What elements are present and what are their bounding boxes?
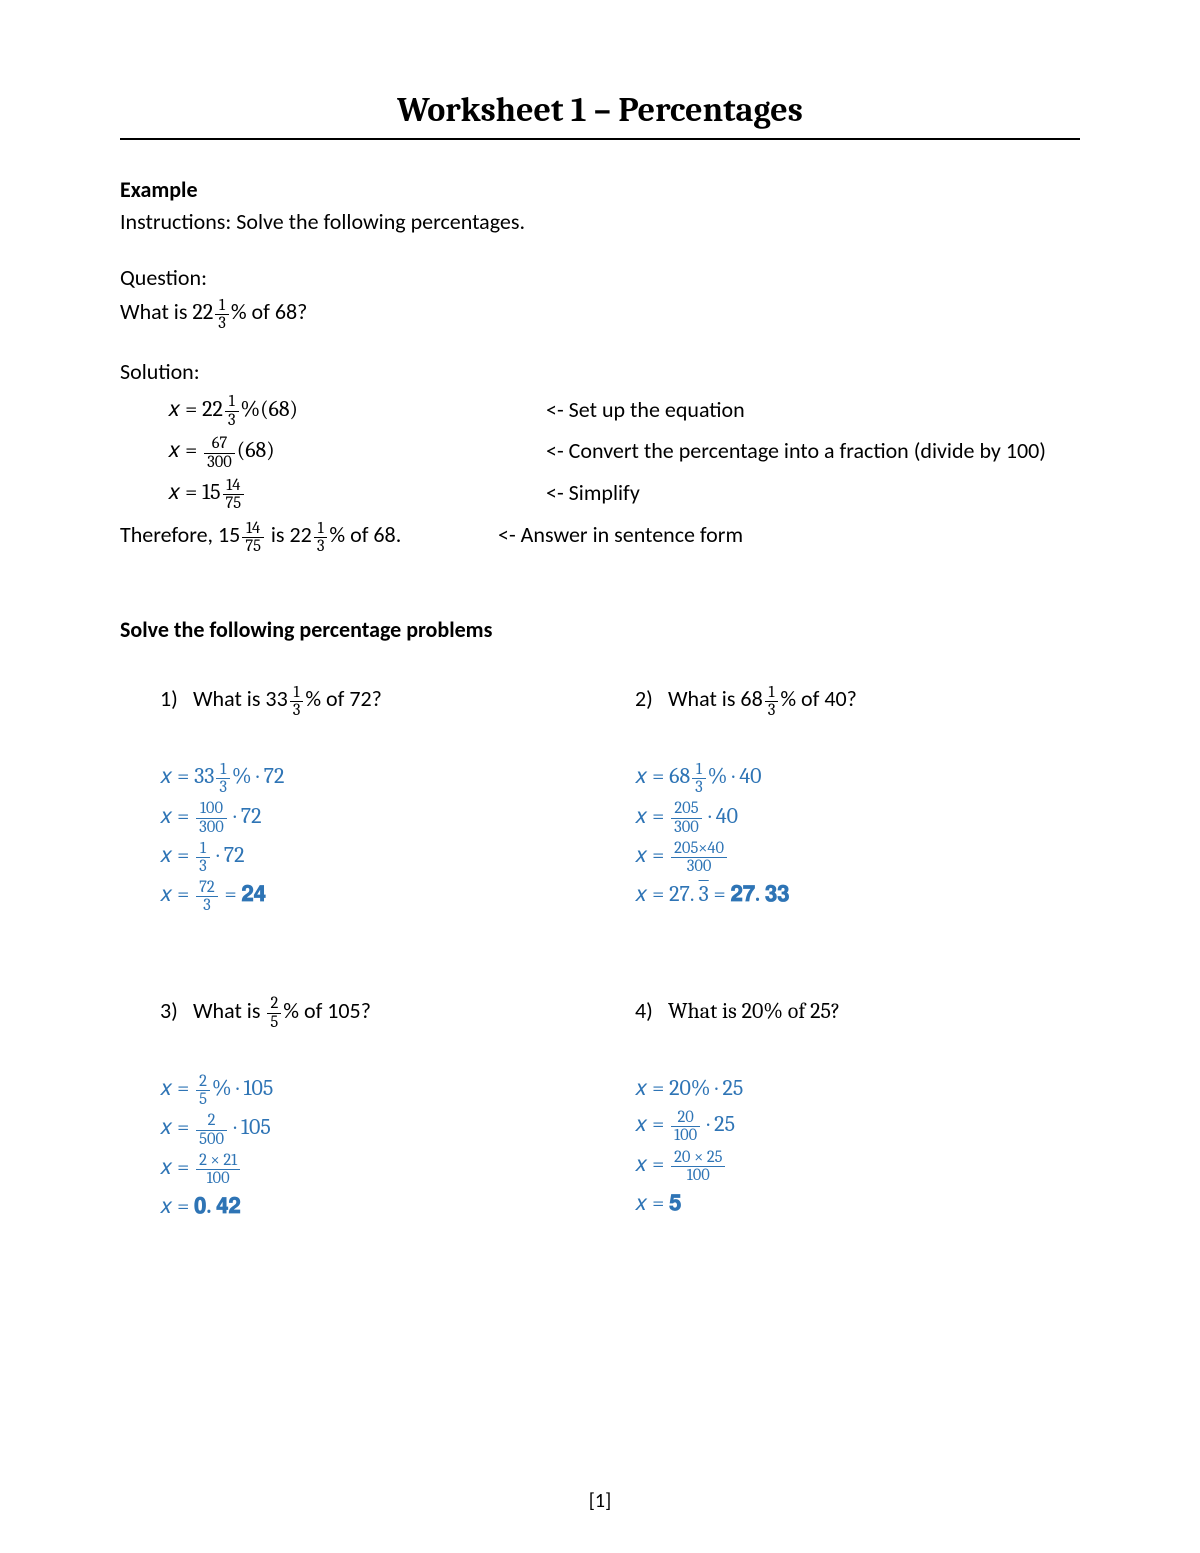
problem-4: 4) What is 20% of 25? 𝑥 = 20% · 25 𝑥 = 2… [635, 991, 1080, 1226]
solution-steps: 𝑥 = 2213%(68) <- Set up the equation 𝑥 =… [120, 389, 1080, 556]
step-1-eq: 𝑥 = 2213%(68) [120, 389, 518, 431]
therefore-note: <- Answer in sentence form [498, 514, 743, 556]
page-title: Worksheet 1 – Percentages [120, 90, 1080, 140]
step-2-note: <- Convert the percentage into a fractio… [546, 430, 1046, 472]
instructions: Instructions: Solve the following percen… [120, 205, 1080, 239]
problem-1-question: 1) What is 3313% of 72? [160, 679, 605, 719]
question-suffix: % of 68? [231, 298, 307, 325]
therefore-row: Therefore, 151475 is 2213% of 68. <- Ans… [120, 514, 1080, 556]
worksheet-page: Worksheet 1 – Percentages Example Instru… [0, 0, 1200, 1553]
problem-4-question: 4) What is 20% of 25? [635, 991, 1080, 1032]
problem-1-answer: 𝟐𝟒 [242, 881, 266, 907]
problem-4-work: 𝑥 = 20% · 25 𝑥 = 20100 · 25 𝑥 = 20 × 251… [635, 1071, 1080, 1220]
problem-2-question: 2) What is 6813% of 40? [635, 679, 1080, 719]
problems-heading: Solve the following percentage problems [120, 616, 1080, 643]
question-mixed-whole: 22 [192, 299, 213, 325]
therefore-text: Therefore, 151475 is 2213% of 68. [120, 514, 470, 556]
step-3: 𝑥 = 151475 <- Simplify [120, 472, 1080, 514]
example-question: What is 2213% of 68? [120, 295, 1080, 332]
step-2-eq: 𝑥 = 67300(68) [120, 430, 518, 472]
problem-3-answer: 𝟎. 𝟒𝟐 [194, 1193, 241, 1219]
step-3-eq: 𝑥 = 151475 [120, 472, 518, 514]
page-number: [1] [0, 1489, 1200, 1513]
problem-2-work: 𝑥 = 6813% · 40 𝑥 = 205300 · 40 𝑥 = 205×4… [635, 759, 1080, 911]
problem-4-answer: 𝟓 [669, 1190, 681, 1216]
solution-label: Solution: [120, 355, 1080, 389]
problem-1-work: 𝑥 = 3313% · 72 𝑥 = 100300 · 72 𝑥 = 13 · … [160, 759, 605, 915]
problem-3-question: 3) What is 25% of 105? [160, 991, 605, 1031]
question-prefix: What is [120, 298, 192, 325]
step-1-note: <- Set up the equation [546, 389, 745, 431]
step-2: 𝑥 = 67300(68) <- Convert the percentage … [120, 430, 1080, 472]
question-label: Question: [120, 261, 1080, 295]
problems-grid: 1) What is 3313% of 72? 𝑥 = 3313% · 72 𝑥… [120, 679, 1080, 1225]
step-3-note: <- Simplify [546, 472, 640, 514]
step-1: 𝑥 = 2213%(68) <- Set up the equation [120, 389, 1080, 431]
problem-3: 3) What is 25% of 105? 𝑥 = 25% · 105 𝑥 =… [160, 991, 605, 1226]
problem-2: 2) What is 6813% of 40? 𝑥 = 6813% · 40 𝑥… [635, 679, 1080, 917]
problem-3-work: 𝑥 = 25% · 105 𝑥 = 2500 · 105 𝑥 = 2 × 211… [160, 1071, 605, 1223]
problem-2-answer: 𝟐𝟕. 𝟑𝟑 [731, 881, 790, 907]
question-fraction: 13 [215, 297, 229, 333]
problem-1: 1) What is 3313% of 72? 𝑥 = 3313% · 72 𝑥… [160, 679, 605, 917]
example-label: Example [120, 176, 1080, 203]
